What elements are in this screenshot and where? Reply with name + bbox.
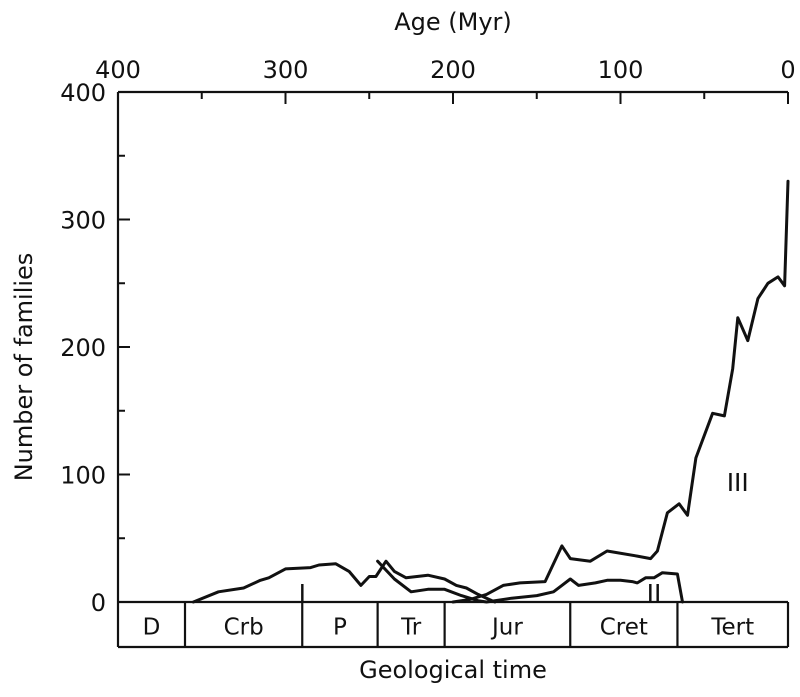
top-tick-label: 300	[263, 56, 309, 84]
period-label-cret: Cret	[600, 615, 648, 641]
top-tick-label: 100	[598, 56, 644, 84]
period-label-jur: Jur	[490, 615, 523, 641]
y-tick-label: 300	[60, 207, 106, 235]
y-tick-label: 200	[60, 334, 106, 362]
series-label-i: I	[299, 579, 306, 608]
period-label-p: P	[333, 615, 347, 641]
y-axis-title: Number of families	[10, 253, 38, 482]
top-tick-label: 0	[780, 56, 795, 84]
series-line-i	[191, 559, 497, 604]
series-line-ii	[376, 559, 684, 604]
period-label-tr: Tr	[400, 615, 422, 641]
y-tick-label: 100	[60, 462, 106, 490]
series-label-iii: III	[727, 468, 749, 497]
top-axis-title: Age (Myr)	[394, 8, 512, 36]
series-label-ii: II	[647, 579, 662, 608]
period-label-d: D	[143, 615, 161, 641]
top-tick-label: 200	[430, 56, 476, 84]
top-tick-label: 400	[95, 56, 141, 84]
y-tick-label: 0	[91, 589, 106, 617]
period-label-tert: Tert	[710, 615, 754, 641]
series-line-iii	[451, 179, 790, 604]
chart-root: D Crb P Tr Jur Cret Tert 400 300 200 100 0 0 100 200 30…	[10, 8, 796, 684]
x-axis-title: Geological time	[359, 656, 547, 684]
period-label-crb: Crb	[224, 615, 264, 641]
y-tick-label: 400	[60, 79, 106, 107]
